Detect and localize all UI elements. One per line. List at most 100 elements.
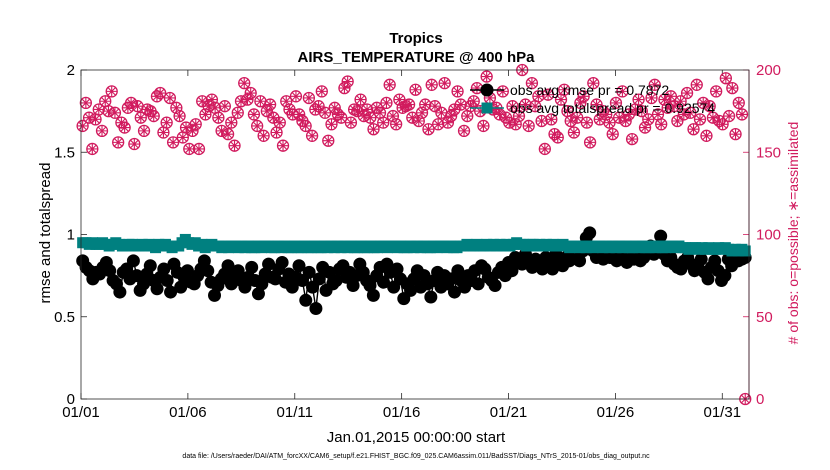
legend-rmse-label: obs avg rmse pr = 0.7872 <box>510 82 669 98</box>
rmse-spread-marks <box>76 226 752 316</box>
plot-frame <box>80 69 750 400</box>
rmse-point <box>113 285 127 299</box>
obs-assimilated-point <box>429 100 441 112</box>
obs-assimilated-point <box>422 123 434 135</box>
y2-tick-label: 100 <box>756 227 781 244</box>
obs-assimilated-point <box>726 82 738 94</box>
obs-assimilated-point <box>678 108 690 120</box>
obs-assimilated-point <box>290 90 302 102</box>
obs-assimilated-point <box>122 102 134 114</box>
obs-assimilated-point <box>578 90 590 102</box>
obs-assimilated-point <box>77 120 89 132</box>
x-tick-label: 01/21 <box>490 404 528 421</box>
obs-assimilated-point <box>587 77 599 89</box>
obs-assimilated-point <box>96 125 108 137</box>
obs-assimilated-point <box>203 100 215 112</box>
obs-assimilated-point <box>458 125 470 137</box>
obs-assimilated-point <box>264 99 276 111</box>
obs-assimilated-point <box>600 108 612 120</box>
obs-assimilated-point <box>697 97 709 109</box>
obs-assimilated-point <box>345 117 357 129</box>
rmse-point <box>238 280 252 294</box>
obs-assimilated-point <box>507 100 519 112</box>
obs-assimilated-point <box>565 115 577 127</box>
rmse-point <box>275 255 289 269</box>
obs-assimilated-point <box>377 117 389 129</box>
rmse-point <box>654 229 668 243</box>
obs-assimilated-point <box>720 72 732 84</box>
obs-assimilated-point <box>102 105 114 117</box>
rmse-point <box>262 257 276 271</box>
obs-assimilated-point <box>80 97 92 109</box>
rmse-point <box>424 290 438 304</box>
y-tick-label: 0 <box>67 391 75 408</box>
rmse-point <box>404 283 418 297</box>
rmse-point <box>208 288 222 302</box>
obs-assimilated-point <box>545 113 557 125</box>
x-tick-label: 01/11 <box>277 404 313 421</box>
obs-assimilated-point <box>335 112 347 124</box>
obs-assimilated-point <box>455 99 467 111</box>
obs-assimilated-point <box>717 118 729 130</box>
obs-assimilated-point <box>135 112 147 124</box>
rmse-point <box>329 274 343 288</box>
obs-assimilated-point <box>555 94 567 106</box>
obs-assimilated-point <box>526 77 538 89</box>
obs-assimilated-point <box>112 136 124 148</box>
obs-assimilated-point <box>138 125 150 137</box>
obs-assimilated-point <box>293 108 305 120</box>
obs-assimilated-point <box>616 85 628 97</box>
rmse-point <box>201 264 215 278</box>
rmse-point <box>346 278 360 292</box>
obs-assimilated-point <box>464 100 476 112</box>
y-axis-label: rmse and totalspread <box>37 163 54 304</box>
x-tick-label: 01/16 <box>383 404 421 421</box>
obs-assimilated-point <box>510 118 522 130</box>
rmse-point <box>268 272 282 286</box>
obs-assimilated-point <box>710 85 722 97</box>
obs-assimilated-point <box>681 87 693 99</box>
obs-assimilated-point <box>338 82 350 94</box>
rmse-point <box>221 259 235 273</box>
obs-assimilated-point <box>668 100 680 112</box>
obs-assimilated-point <box>419 99 431 111</box>
rmse-point <box>377 275 391 289</box>
rmse-point <box>137 277 151 291</box>
rmse-point <box>701 272 715 286</box>
obs-assimilated-point <box>452 85 464 97</box>
obs-assimilated-point <box>435 107 447 119</box>
obs-assimilated-point <box>229 140 241 152</box>
obs-assimilated-point <box>374 107 386 119</box>
obs-assimilated-point <box>671 115 683 127</box>
obs-assimilated-point <box>248 108 260 120</box>
obs-assimilated-point <box>241 94 253 106</box>
obs-assimilated-point <box>128 138 140 150</box>
obs-assimilated-point <box>539 143 551 155</box>
obs-assimilated-point <box>477 120 489 132</box>
obs-assimilated-point <box>303 92 315 104</box>
obs-assimilated-point <box>610 97 622 109</box>
obs-assimilated-point <box>280 95 292 107</box>
obs-assimilated-point <box>471 82 483 94</box>
y2-axis-label: # of obs: o=possible; ∗=assimilated <box>785 122 801 345</box>
obs-assimilated-point <box>358 110 370 122</box>
rmse-point <box>546 262 560 276</box>
obs-assimilated-point <box>326 118 338 130</box>
obs-assimilated-point <box>300 120 312 132</box>
y-tick-label: 0.5 <box>54 309 75 326</box>
obs-assimilated-point <box>90 113 102 125</box>
obs-assimilated-point <box>574 97 586 109</box>
obs-assimilated-point <box>665 90 677 102</box>
obs-assimilated-point <box>355 94 367 106</box>
obs-assimilated-point <box>494 108 506 120</box>
obs-assimilated-point <box>603 117 615 129</box>
rmse-point <box>157 262 171 276</box>
obs-assimilated-point <box>484 92 496 104</box>
obs-assimilated-point <box>219 100 231 112</box>
rmse-point <box>285 280 299 294</box>
obs-assimilated-point <box>148 110 160 122</box>
obs-assimilated-point <box>613 112 625 124</box>
obs-assimilated-point <box>629 103 641 115</box>
rmse-point <box>583 226 597 240</box>
obs-count-marks <box>76 63 752 406</box>
